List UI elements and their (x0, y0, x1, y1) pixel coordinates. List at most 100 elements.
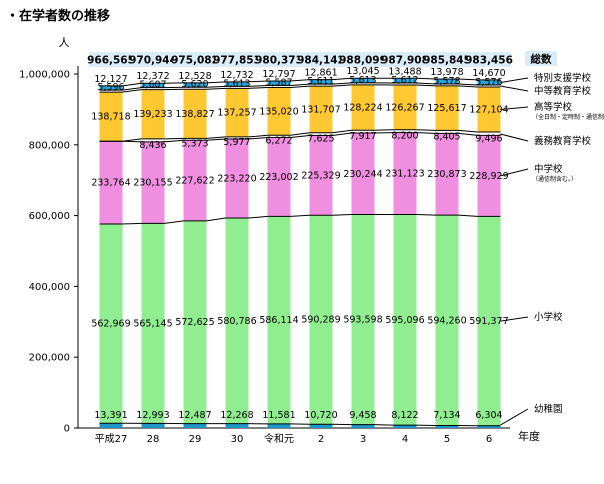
bar-segment (393, 214, 417, 426)
y-tick-label: 800,000 (29, 140, 70, 151)
bar-segment (225, 423, 249, 428)
bar-segment (351, 214, 375, 425)
bar-segment (435, 133, 459, 216)
value-label: 8,405 (433, 131, 460, 142)
legend-note: （全日制・定時制・通信制） (532, 113, 604, 121)
value-label: 580,786 (217, 316, 256, 327)
bar-segment (393, 129, 417, 133)
bar-segment (435, 130, 459, 134)
y-tick-label: 0 (64, 424, 70, 435)
x-tick-label: 3 (360, 434, 366, 445)
bar-segment (309, 215, 333, 425)
bar-segment (267, 423, 291, 428)
value-label: 8,122 (391, 410, 418, 421)
bar-segment (99, 423, 123, 428)
total-value-label: 984,142 (297, 55, 345, 67)
value-label: 5,620 (181, 79, 208, 90)
total-label-box (173, 52, 217, 67)
series-boundary-line (99, 132, 501, 143)
legend-total-box (525, 51, 557, 66)
bar-segment (141, 138, 165, 142)
bar-segment (267, 87, 291, 136)
value-label: 138,827 (175, 109, 214, 120)
value-label: 5,587 (265, 77, 292, 88)
bar-segment (141, 423, 165, 428)
total-label-box (257, 52, 301, 67)
value-label: 5,607 (139, 80, 166, 91)
y-tick-label: 600,000 (29, 211, 70, 222)
total-value-label: 977,853 (213, 55, 261, 67)
bar-segment (309, 424, 333, 428)
bar-segment (99, 141, 123, 224)
value-label: 13,978 (430, 67, 463, 78)
value-label: 230,244 (343, 169, 382, 180)
x-tick-label: 令和元 (264, 432, 294, 445)
value-label: 12,487 (178, 410, 211, 421)
value-label: 7,917 (349, 131, 376, 142)
total-value-label: 987,908 (381, 55, 429, 67)
value-label: 7,625 (307, 133, 334, 144)
x-tick-label: 28 (147, 434, 160, 445)
bar-segment (225, 218, 249, 424)
value-label: 230,873 (427, 169, 466, 180)
series-boundary-line (99, 129, 501, 142)
bar-segment (477, 132, 501, 136)
bar-segment (309, 84, 333, 87)
value-label: 593,598 (343, 315, 382, 326)
bar-segment (183, 423, 207, 428)
bar-segment (225, 139, 249, 219)
value-label: 138,718 (91, 112, 130, 123)
bar-segment (183, 220, 207, 424)
value-label: 562,969 (91, 319, 130, 330)
bar-segment (225, 88, 249, 137)
bar-segment (393, 78, 417, 84)
series-boundary-line (99, 422, 501, 427)
x-tick-label: 2 (318, 434, 324, 445)
value-label: 5,977 (223, 137, 250, 148)
bar-segment (351, 424, 375, 428)
bar-segment (225, 136, 249, 140)
total-value-label: 980,373 (255, 55, 303, 67)
value-label: 225,329 (301, 170, 340, 181)
value-label: 12,797 (262, 69, 295, 80)
value-label: 14,670 (472, 68, 505, 79)
bar-segment (351, 82, 375, 85)
bar-segment (183, 89, 207, 139)
total-value-label: 970,944 (129, 55, 177, 67)
bar-segment (99, 90, 123, 93)
value-label: 127,104 (469, 105, 508, 116)
series-boundary-line (99, 84, 501, 93)
value-label: 9,458 (349, 410, 376, 421)
bar-segment (351, 84, 375, 131)
x-tick-label: 平成27 (95, 433, 128, 445)
total-label-box (467, 52, 511, 67)
bar-segment (267, 135, 291, 138)
bar-segment (435, 83, 459, 86)
total-value-label: 985,845 (423, 55, 471, 67)
value-label: 228,929 (469, 171, 508, 182)
chart-title: ・在学者数の推移 (6, 8, 110, 24)
bar-segment (477, 425, 501, 428)
bar-segment (351, 133, 375, 215)
value-label: 12,372 (136, 71, 169, 82)
value-label: 586,114 (259, 315, 298, 326)
bar-segment (267, 216, 291, 424)
value-label: 7,134 (433, 410, 460, 421)
y-tick-label: 1,000,000 (19, 70, 70, 81)
total-value-label: 983,456 (465, 55, 513, 67)
value-label: 233,764 (91, 178, 130, 189)
value-label: 223,002 (259, 172, 298, 183)
value-label: 131,707 (301, 104, 340, 115)
value-label: 139,233 (133, 109, 172, 120)
total-label-box (299, 52, 343, 67)
bar-segment (225, 86, 249, 89)
bar-segment (477, 85, 501, 88)
bar-segment (309, 135, 333, 216)
value-label: 227,622 (175, 176, 214, 187)
bar-segment (393, 83, 417, 86)
series-boundary-line (99, 82, 501, 91)
total-label-box (341, 52, 385, 67)
value-label: 135,020 (259, 106, 298, 117)
x-tick-label: 6 (486, 434, 492, 445)
